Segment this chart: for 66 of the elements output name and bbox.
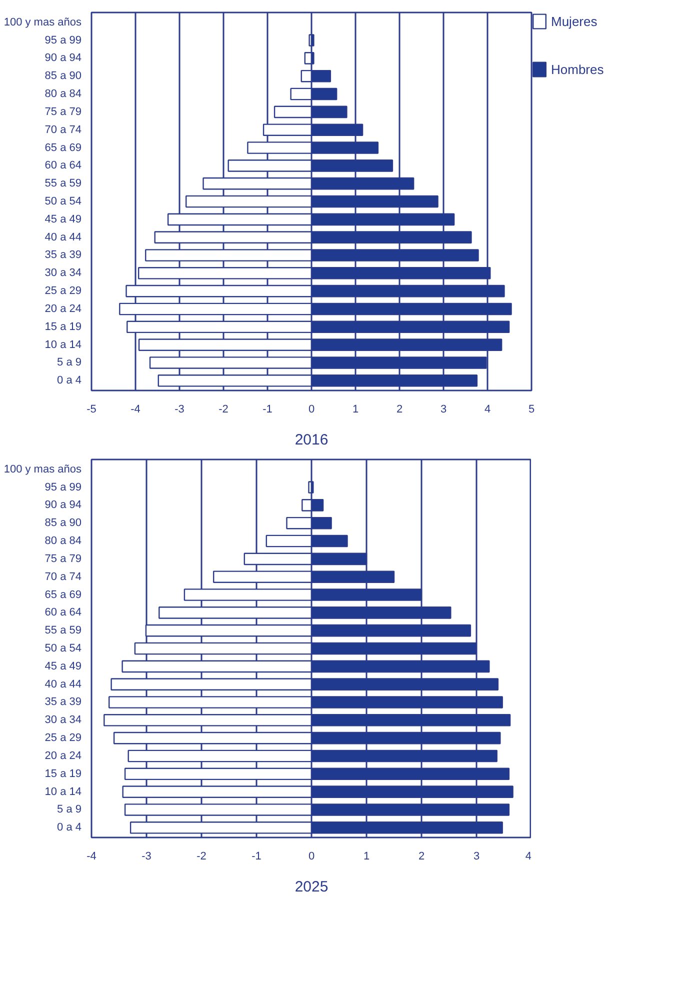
x-tick-label: -3 [174, 404, 184, 416]
x-tick-label: -2 [218, 404, 228, 416]
x-axis-title: 2025 [294, 878, 328, 896]
legend-label: Hombres [551, 62, 604, 76]
y-tick-label: 95 a 99 [44, 481, 82, 494]
x-tick-label: 1 [352, 404, 359, 416]
x-tick-label: 0 [308, 850, 315, 862]
x-tick-label: 1 [363, 850, 370, 862]
y-tick-label: 65 a 69 [44, 142, 82, 154]
y-tick-label: 5 a 9 [57, 804, 82, 816]
y-tick-label: 15 a 19 [44, 320, 82, 333]
y-tick-label: 70 a 74 [44, 570, 82, 583]
x-tick-label: -4 [130, 404, 140, 416]
y-tick-label: 45 a 49 [44, 660, 82, 672]
x-tick-label: -1 [252, 850, 262, 862]
y-tick-label: 65 a 69 [44, 588, 82, 601]
y-tick-label: 60 a 64 [44, 160, 82, 172]
y-tick-label: 80 a 84 [44, 535, 82, 548]
x-tick-label: 4 [484, 404, 491, 416]
y-tick-label: 35 a 39 [44, 249, 82, 262]
x-tick-label: 2 [396, 404, 403, 416]
y-tick-label: 0 a 4 [57, 822, 82, 834]
legend-label: Mujeres [551, 14, 598, 28]
y-tick-label: 35 a 39 [44, 696, 82, 708]
y-tick-label: 50 a 54 [44, 196, 82, 208]
y-tick-label: 100 y mas años [4, 463, 82, 476]
y-tick-label: 90 a 94 [44, 52, 82, 64]
y-tick-label: 15 a 19 [44, 768, 82, 780]
y-tick-label: 75 a 79 [44, 552, 82, 565]
y-tick-label: 85 a 90 [44, 70, 82, 82]
y-tick-label: 85 a 90 [44, 517, 82, 530]
y-tick-label: 30 a 34 [44, 714, 82, 726]
y-tick-label: 30 a 34 [44, 267, 82, 280]
x-tick-label: -1 [262, 404, 272, 416]
y-tick-label: 55 a 59 [44, 624, 82, 637]
y-tick-label: 40 a 44 [44, 678, 82, 690]
x-axis-title: 2016 [294, 432, 328, 448]
x-tick-label: -2 [196, 850, 206, 862]
y-tick-label: 25 a 29 [44, 732, 82, 744]
x-tick-label: 3 [473, 850, 480, 862]
y-tick-label: 100 y mas años [4, 16, 82, 28]
x-tick-label: 4 [525, 850, 532, 862]
x-tick-label: 5 [528, 404, 535, 416]
y-tick-label: 60 a 64 [44, 606, 82, 619]
y-tick-label: 50 a 54 [44, 642, 82, 654]
y-tick-label: 10 a 14 [44, 786, 82, 798]
y-tick-label: 5 a 9 [57, 356, 82, 369]
y-tick-label: 55 a 59 [44, 178, 82, 190]
y-tick-label: 25 a 29 [44, 285, 82, 298]
x-tick-label: 3 [440, 404, 447, 416]
x-tick-label: 2 [418, 850, 425, 862]
x-tick-label: 0 [308, 404, 315, 416]
y-tick-label: 10 a 14 [44, 338, 82, 351]
y-tick-label: 75 a 79 [44, 106, 82, 118]
x-tick-label: -5 [86, 404, 96, 416]
y-tick-label: 0 a 4 [57, 374, 82, 387]
y-tick-label: 95 a 99 [44, 34, 82, 46]
y-tick-label: 70 a 74 [44, 124, 82, 136]
y-tick-label: 45 a 49 [44, 213, 82, 226]
y-tick-label: 20 a 24 [44, 302, 82, 315]
y-tick-label: 80 a 84 [44, 88, 82, 100]
y-tick-label: 90 a 94 [44, 499, 82, 512]
x-tick-label: -4 [86, 850, 96, 862]
x-tick-label: -3 [142, 850, 152, 862]
y-tick-label: 40 a 44 [44, 231, 82, 244]
y-tick-label: 20 a 24 [44, 750, 82, 762]
